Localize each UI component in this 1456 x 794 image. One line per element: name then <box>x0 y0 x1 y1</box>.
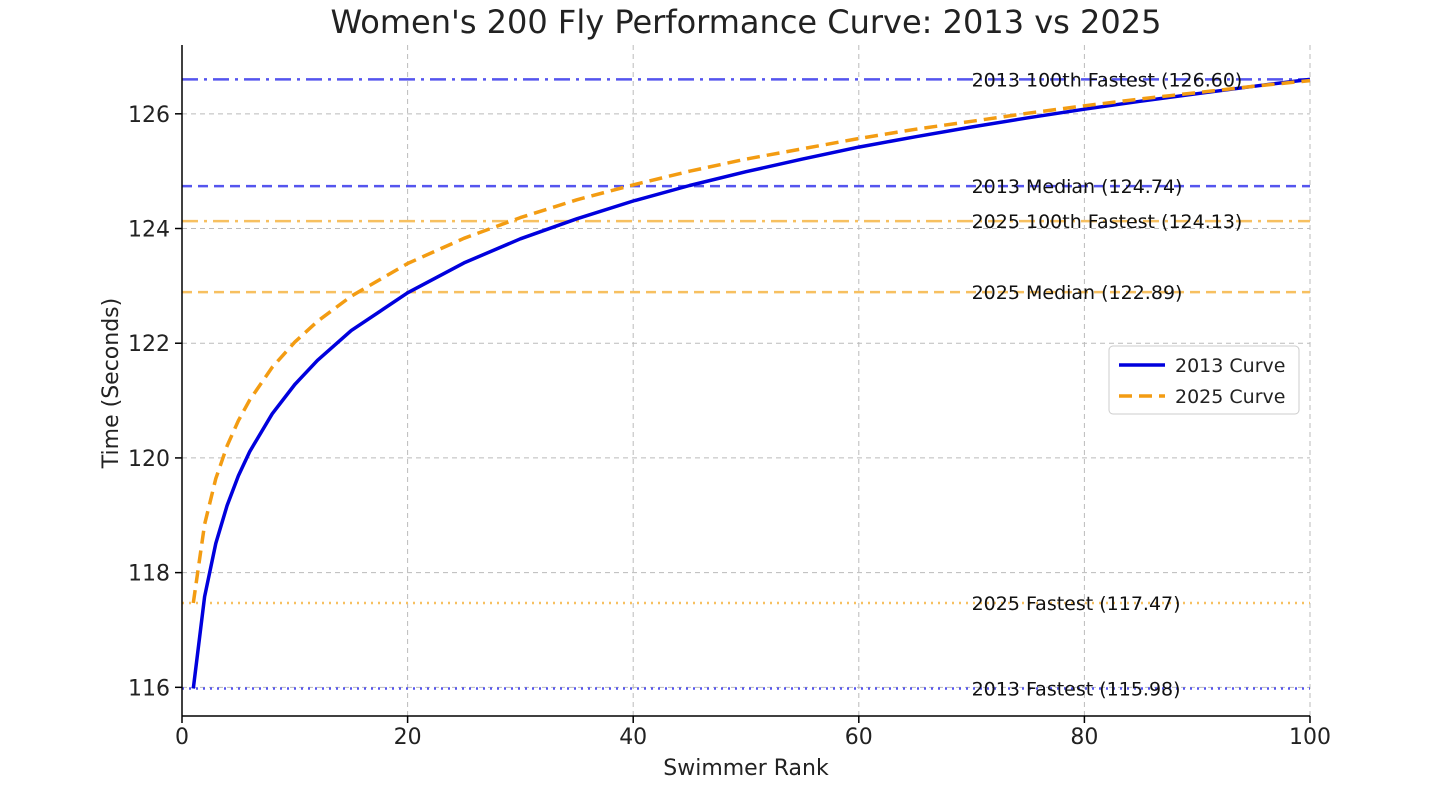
x-tick-label: 60 <box>845 725 873 750</box>
y-tick-label: 126 <box>128 103 170 128</box>
legend: 2013 Curve 2025 Curve <box>1108 345 1300 415</box>
reference-lines <box>182 78 1310 690</box>
reference-label: 2013 100th Fastest (126.60) <box>972 69 1243 91</box>
reference-label: 2025 Median (122.89) <box>972 282 1183 304</box>
y-tick-label: 116 <box>128 676 170 701</box>
x-tick-label: 40 <box>619 725 647 750</box>
y-tick-label: 118 <box>128 562 170 587</box>
x-tick-label: 0 <box>175 725 189 750</box>
reference-label: 2013 Fastest (115.98) <box>972 678 1181 700</box>
x-tick-label: 20 <box>394 725 422 750</box>
legend-label: 2013 Curve <box>1175 355 1285 377</box>
y-axis-label: Time (Seconds) <box>99 298 124 469</box>
reference-label: 2025 Fastest (117.47) <box>972 593 1181 615</box>
y-tick-label: 122 <box>128 332 170 357</box>
chart-title: Women's 200 Fly Performance Curve: 2013 … <box>331 3 1162 41</box>
reference-annotations: 2013 100th Fastest (126.60) 2013 Median (… <box>972 69 1243 700</box>
reference-label: 2013 Median (124.74) <box>972 176 1183 198</box>
y-tick-label: 120 <box>128 447 170 472</box>
series-line <box>191 78 1311 604</box>
x-tick-label: 100 <box>1289 725 1331 750</box>
reference-label: 2025 100th Fastest (124.13) <box>972 211 1243 233</box>
x-tick-label: 80 <box>1070 725 1098 750</box>
tick-labels: 0 20 40 60 80 100 116 118 120 122 124 126 <box>128 103 1331 750</box>
y-tick-label: 124 <box>128 218 170 243</box>
legend-box <box>1108 345 1300 415</box>
x-axis-label: Swimmer Rank <box>663 756 829 781</box>
axes <box>181 45 1310 717</box>
series-line <box>191 77 1311 689</box>
legend-label: 2025 Curve <box>1175 386 1285 408</box>
series-lines <box>191 77 1311 689</box>
